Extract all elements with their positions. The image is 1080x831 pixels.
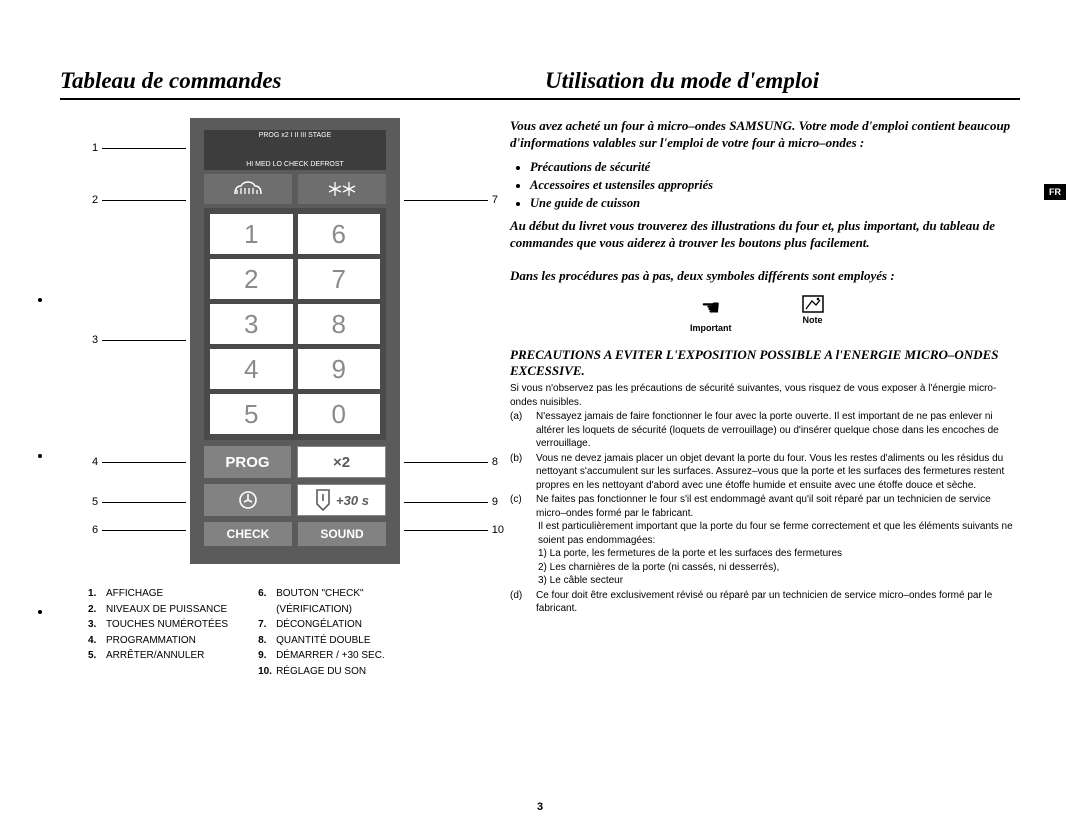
leader-8: 8 <box>492 456 498 468</box>
key-4: 4 <box>210 349 293 389</box>
bullet-3: Une guide de cuisson <box>530 194 1020 212</box>
instructions-text: Vous avez acheté un four à micro–ondes S… <box>510 118 1020 679</box>
key-8: 8 <box>298 304 381 344</box>
leader-2: 2 <box>92 194 98 206</box>
legend-text: BOUTON "CHECK" <box>276 588 363 599</box>
key-9: 9 <box>298 349 381 389</box>
leader-9: 9 <box>492 496 498 508</box>
precautions-title: PRECAUTIONS A EVITER L'EXPOSITION POSSIB… <box>510 347 1020 380</box>
procedures-text: Dans les procédures pas à pas, deux symb… <box>510 268 1020 285</box>
legend-text: QUANTITÉ DOUBLE <box>276 635 370 646</box>
prec-b: Vous ne devez jamais placer un objet dev… <box>536 452 1020 493</box>
prec-c-2: 2) Les charnières de la porte (ni cassés… <box>538 561 1020 575</box>
symbol-note: Note <box>802 295 824 333</box>
display: PROG x2 I II III STAGE HI MED LO CHECK D… <box>204 130 386 170</box>
symbol-note-label: Note <box>802 315 824 325</box>
prec-label-b: (b) <box>510 452 530 493</box>
legend-num: 5. <box>88 648 106 664</box>
legend-text: TOUCHES NUMÉROTÉES <box>106 619 228 630</box>
symbol-important: ☚ Important <box>690 295 732 333</box>
legend-col-right: 6.BOUTON "CHECK" (VÉRIFICATION) 7.DÉCONGÉ… <box>258 586 385 679</box>
power-button <box>204 174 292 204</box>
legend-text: NIVEAUX DE PUISSANCE <box>106 604 227 615</box>
legend-text: RÉGLAGE DU SON <box>276 666 366 677</box>
legend-text: DÉMARRER / +30 SEC. <box>276 650 385 661</box>
note-icon <box>802 295 824 313</box>
legend-num: 3. <box>88 617 106 633</box>
prec-a: N'essayez jamais de faire fonctionner le… <box>536 410 1020 451</box>
x2-button: ×2 <box>297 446 386 478</box>
bullet-1: Précautions de sécurité <box>530 158 1020 176</box>
intro2-text: Au début du livret vous trouverez des il… <box>510 218 1020 252</box>
heading-left: Tableau de commandes <box>60 68 535 98</box>
key-7: 7 <box>298 259 381 299</box>
legend-num: 2. <box>88 602 106 618</box>
hole-icon <box>38 610 42 614</box>
keypad: 1 6 2 7 3 8 4 9 5 0 <box>204 208 386 440</box>
prog-button: PROG <box>204 446 291 478</box>
legend-text: PROGRAMMATION <box>106 635 196 646</box>
key-6: 6 <box>298 214 381 254</box>
key-2: 2 <box>210 259 293 299</box>
language-tab: FR <box>1044 184 1066 200</box>
defrost-button <box>298 174 386 204</box>
display-bottom-text: HI MED LO CHECK DEFROST <box>204 161 386 168</box>
control-panel: PROG x2 I II III STAGE HI MED LO CHECK D… <box>190 118 400 564</box>
prec-c: Ne faites pas fonctionner le four s'il e… <box>536 493 1020 520</box>
leader-7: 7 <box>492 194 498 206</box>
legend-num: 10. <box>258 664 276 680</box>
prec-c-cont: Il est particulièrement important que la… <box>538 520 1020 547</box>
prec-d: Ce four doit être exclusivement révisé o… <box>536 589 1020 616</box>
legend-num: 8. <box>258 633 276 649</box>
start-label: +30 s <box>336 493 369 508</box>
legend-text-sub: (VÉRIFICATION) <box>276 604 352 615</box>
legend-text: ARRÊTER/ANNULER <box>106 650 204 661</box>
legend-text: DÉCONGÉLATION <box>276 619 362 630</box>
legend-col-left: 1.AFFICHAGE 2.NIVEAUX DE PUISSANCE 3.TOU… <box>88 586 228 679</box>
leader-5: 5 <box>92 496 98 508</box>
legend-num: 9. <box>258 648 276 664</box>
intro-text: Vous avez acheté un four à micro–ondes S… <box>510 118 1020 152</box>
leader-6: 6 <box>92 524 98 536</box>
check-button: CHECK <box>204 522 292 546</box>
prec-label-a: (a) <box>510 410 530 451</box>
prec-c-3: 3) Le câble secteur <box>538 574 1020 588</box>
key-5: 5 <box>210 394 293 434</box>
start-button: +30 s <box>297 484 386 516</box>
key-3: 3 <box>210 304 293 344</box>
legend-num: 6. <box>258 586 276 602</box>
key-0: 0 <box>298 394 381 434</box>
bullet-2: Accessoires et ustensiles appropriés <box>530 176 1020 194</box>
hole-icon <box>38 454 42 458</box>
control-panel-figure: 1 2 3 4 5 6 7 8 9 10 <box>60 118 480 679</box>
stop-button <box>204 484 291 516</box>
legend-num: 1. <box>88 586 106 602</box>
leader-1: 1 <box>92 142 98 154</box>
leader-3: 3 <box>92 334 98 346</box>
leader-10: 10 <box>492 524 504 536</box>
legend-num: 4. <box>88 633 106 649</box>
hole-icon <box>38 298 42 302</box>
sound-button: SOUND <box>298 522 386 546</box>
prec-intro: Si vous n'observez pas les précautions d… <box>510 382 1020 409</box>
symbol-important-label: Important <box>690 323 732 333</box>
prec-label-d: (d) <box>510 589 530 616</box>
prec-c-1: 1) La porte, les fermetures de la porte … <box>538 547 1020 561</box>
legend-num: 7. <box>258 617 276 633</box>
hand-icon: ☚ <box>690 295 732 321</box>
legend: 1.AFFICHAGE 2.NIVEAUX DE PUISSANCE 3.TOU… <box>88 586 480 679</box>
heading-right: Utilisation du mode d'emploi <box>535 68 1020 98</box>
key-1: 1 <box>210 214 293 254</box>
page-number: 3 <box>0 801 1080 813</box>
legend-text: AFFICHAGE <box>106 588 163 599</box>
leader-4: 4 <box>92 456 98 468</box>
prec-label-c: (c) <box>510 493 530 520</box>
display-top-text: PROG x2 I II III STAGE <box>259 132 332 139</box>
